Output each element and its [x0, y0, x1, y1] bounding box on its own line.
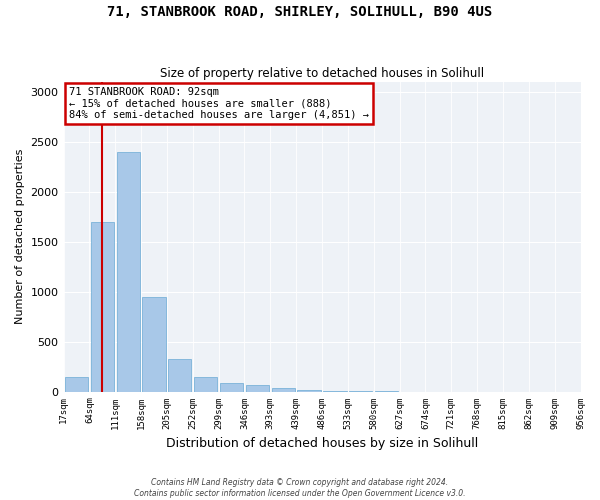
Bar [116, 152, 140, 392]
Text: 71, STANBROOK ROAD, SHIRLEY, SOLIHULL, B90 4US: 71, STANBROOK ROAD, SHIRLEY, SOLIHULL, B… [107, 5, 493, 19]
Bar [142, 296, 166, 392]
Bar [220, 382, 243, 392]
Bar [298, 390, 321, 392]
Text: 71 STANBROOK ROAD: 92sqm
← 15% of detached houses are smaller (888)
84% of semi-: 71 STANBROOK ROAD: 92sqm ← 15% of detach… [69, 86, 369, 120]
X-axis label: Distribution of detached houses by size in Solihull: Distribution of detached houses by size … [166, 437, 478, 450]
Bar [272, 388, 295, 392]
Y-axis label: Number of detached properties: Number of detached properties [15, 149, 25, 324]
Text: Contains HM Land Registry data © Crown copyright and database right 2024.
Contai: Contains HM Land Registry data © Crown c… [134, 478, 466, 498]
Bar [168, 358, 191, 392]
Title: Size of property relative to detached houses in Solihull: Size of property relative to detached ho… [160, 66, 484, 80]
Bar [194, 376, 217, 392]
Bar [65, 376, 88, 392]
Bar [246, 384, 269, 392]
Bar [91, 222, 114, 392]
